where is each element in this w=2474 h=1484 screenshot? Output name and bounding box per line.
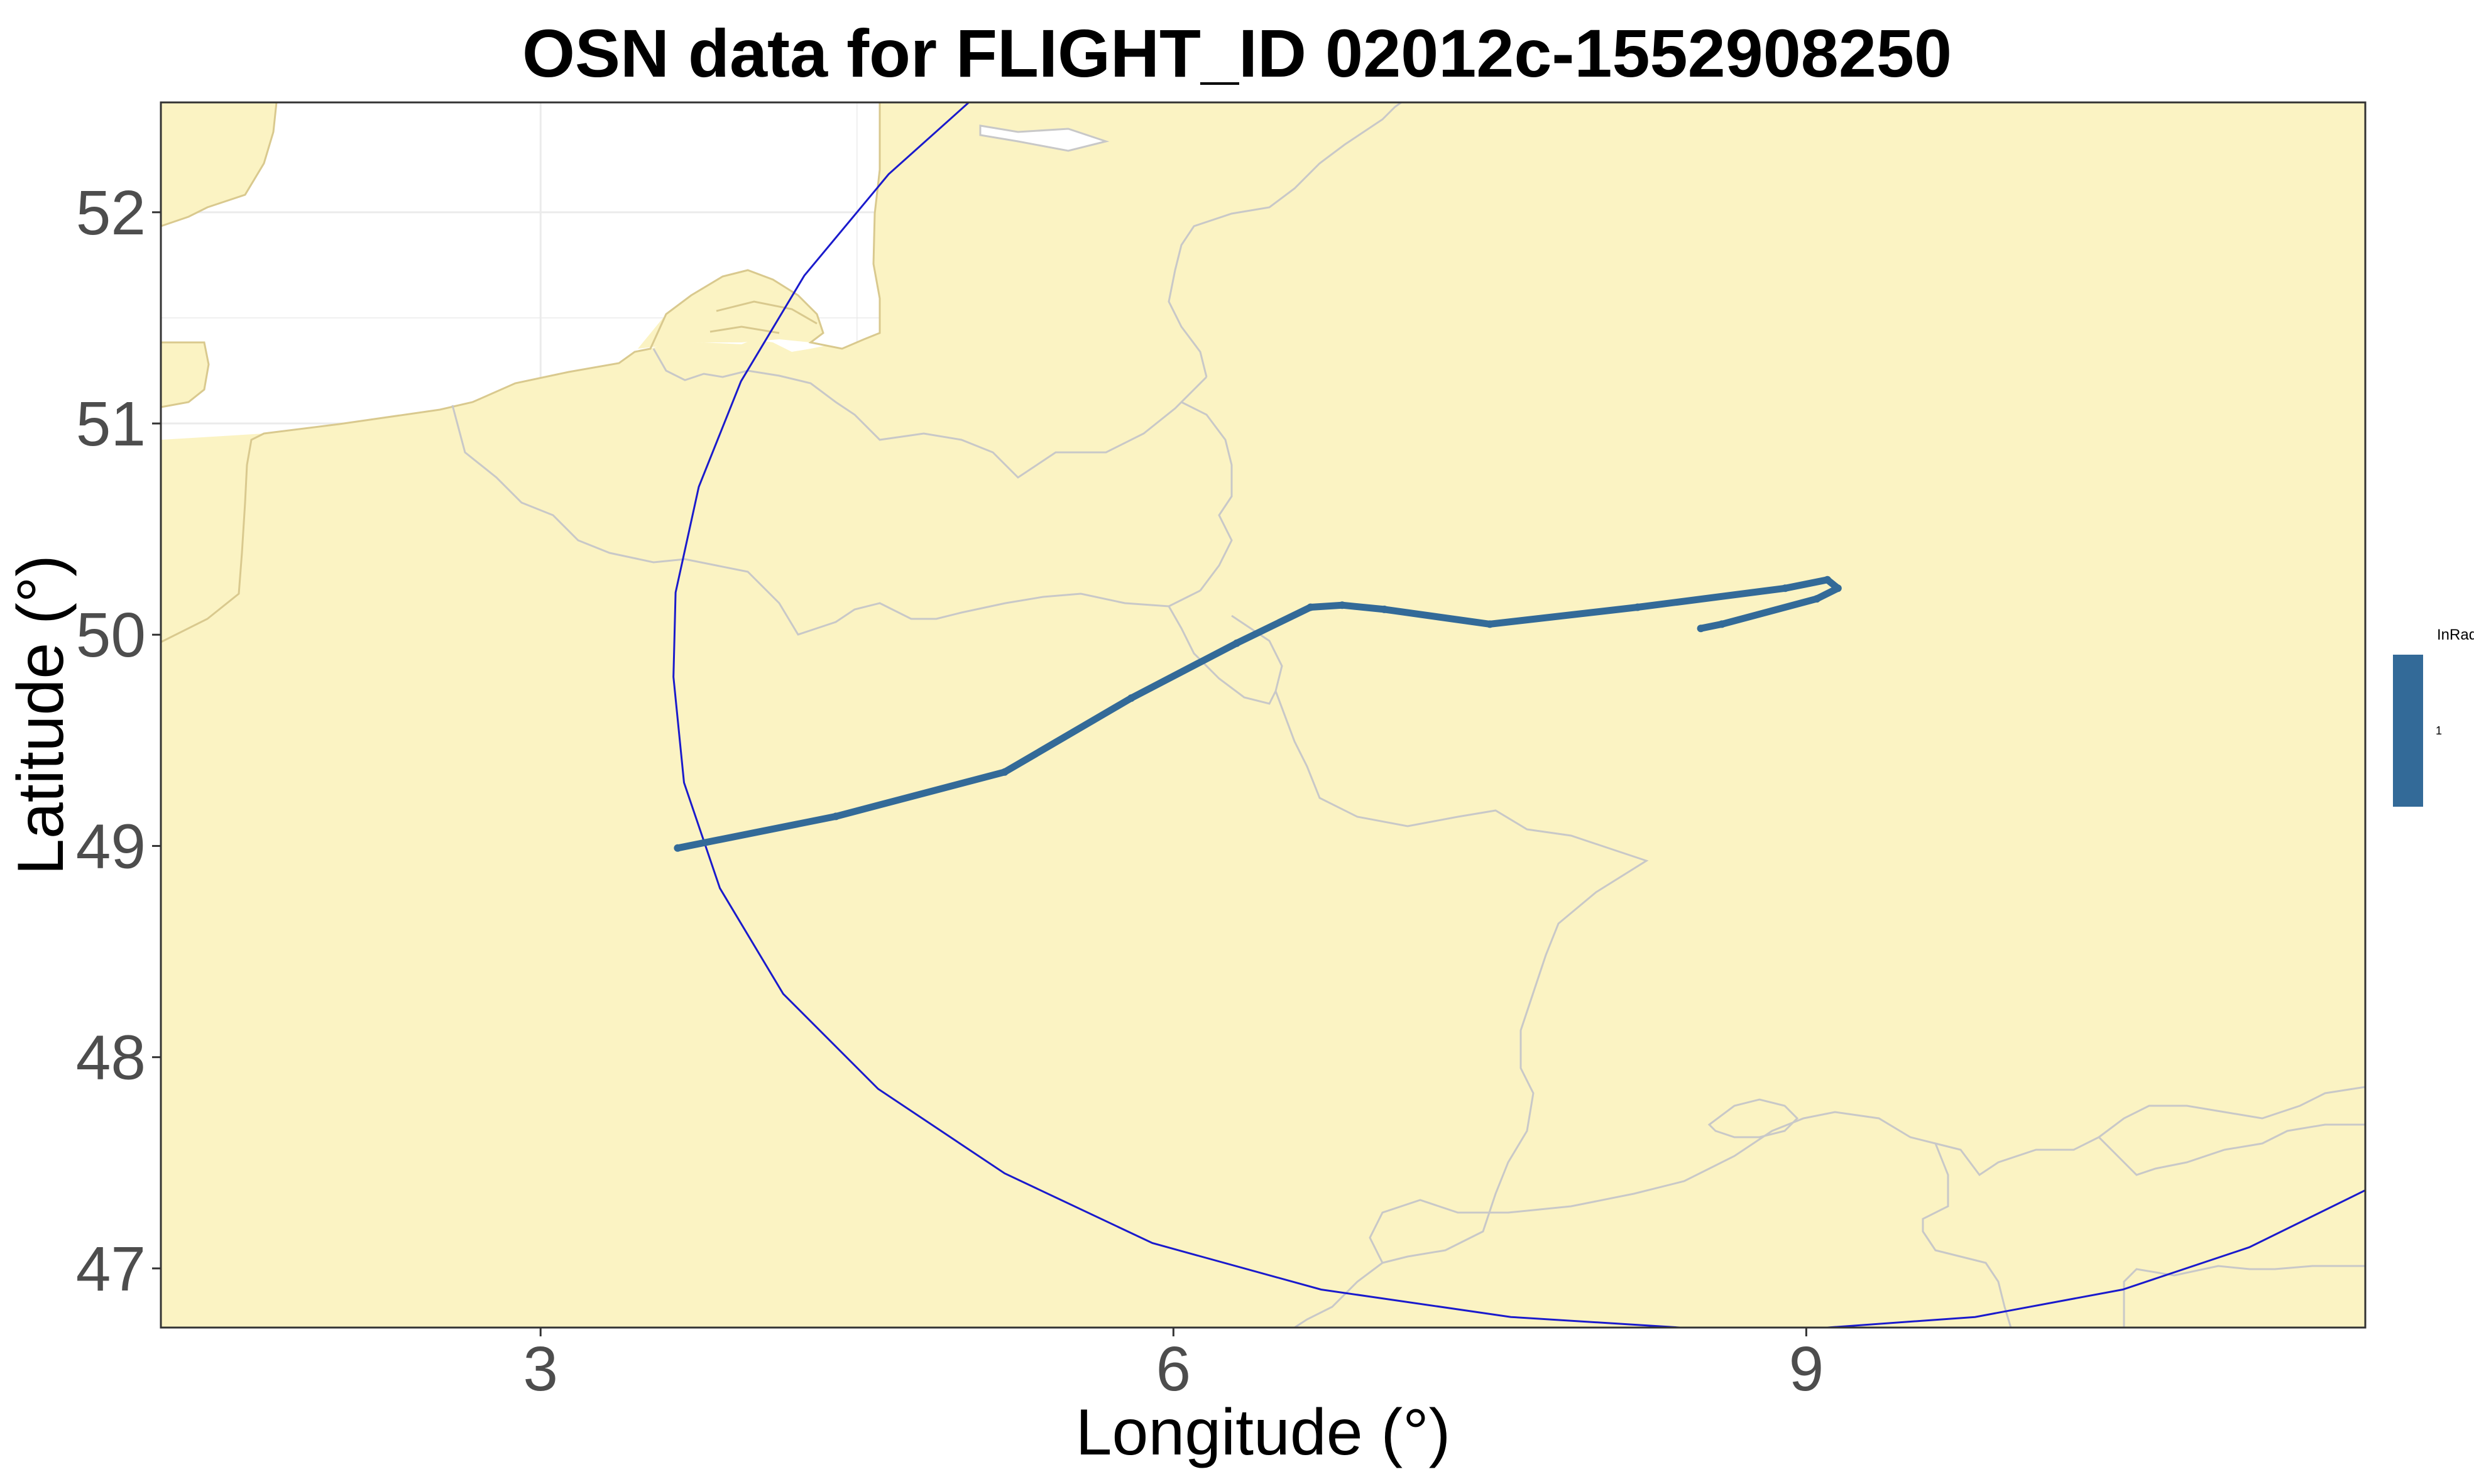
flight-track-point <box>1697 625 1705 633</box>
legend-colorbar <box>2393 655 2423 807</box>
y-tick-label: 52 <box>76 178 146 248</box>
border-luxembourg <box>1168 606 1283 705</box>
land-coast-islands <box>638 270 823 349</box>
flight-track-point <box>1813 595 1821 603</box>
flight-track-point <box>1824 576 1831 584</box>
flight-track-layer <box>672 102 2365 1328</box>
land-layer <box>161 102 2365 1328</box>
x-tick-label: 6 <box>1156 1334 1191 1404</box>
border-france-switzerland <box>1294 1262 1383 1329</box>
coastline-uk-north <box>160 102 278 227</box>
y-tick-label: 50 <box>76 600 146 670</box>
flight-track-point <box>832 812 840 821</box>
coastline-uk-south <box>160 341 210 408</box>
flight-track-point <box>1000 768 1009 776</box>
flight-track-point <box>1127 694 1136 702</box>
flight-track-point <box>1834 584 1842 592</box>
y-axis-title: Latitude (°) <box>4 555 77 875</box>
y-tick-label: 49 <box>76 811 146 881</box>
flight-track-line <box>674 576 1842 852</box>
border-germany-switzerland <box>1369 1111 2365 1263</box>
flight-track-point <box>1233 639 1240 647</box>
land-mainland <box>161 102 2365 1328</box>
border-lake <box>1707 1098 1799 1138</box>
flight-track-point <box>1633 603 1641 611</box>
track-group <box>672 102 2365 1328</box>
border-netherlands-germany <box>1168 101 1402 378</box>
x-axis-title: Longitude (°) <box>1076 1396 1451 1469</box>
coastline-continent <box>160 102 881 643</box>
border-france-germany <box>1274 690 1649 1264</box>
page-title: OSN data for FLIGHT_ID 02012c-1552908250 <box>522 15 1952 91</box>
land-uk-south <box>161 342 209 407</box>
river-inlet-north <box>979 124 1110 152</box>
border-belgium-germany <box>1181 401 1233 591</box>
plot-border <box>160 101 2367 1329</box>
axes: 3 6 9 47 48 49 50 51 52 <box>76 178 1824 1404</box>
estuary-inlet <box>709 300 818 334</box>
flight-track-point <box>1486 620 1494 628</box>
x-tick-label: 3 <box>523 1334 558 1404</box>
land-uk-north <box>161 102 276 226</box>
country-borders <box>451 101 2366 1329</box>
coastlines <box>160 102 1110 643</box>
border-belgium-netherlands <box>652 348 1208 479</box>
land-france-west <box>161 424 339 642</box>
legend-title: InRadius <box>2437 626 2474 643</box>
x-tick-label: 9 <box>1789 1334 1824 1404</box>
flight-track-point <box>1306 603 1315 611</box>
flight-track-point <box>1338 601 1346 609</box>
flight-track-point <box>674 844 682 852</box>
legend: InRadius 1 <box>2393 626 2474 807</box>
flight-track-point <box>1381 605 1388 613</box>
y-tick-label: 51 <box>76 389 146 459</box>
flight-track-point <box>1781 584 1789 592</box>
plot-panel <box>160 101 2366 1329</box>
border-austria-italy <box>2123 1265 2365 1328</box>
y-tick-label: 48 <box>76 1023 146 1093</box>
legend-tick-label: 1 <box>2436 724 2442 737</box>
y-tick-label: 47 <box>76 1234 146 1304</box>
border-switzerland-austria <box>1922 1143 2012 1328</box>
border-germany-austria-east <box>2098 1086 2366 1138</box>
radius-circle <box>672 102 2365 1328</box>
border-france-belgium <box>451 405 1201 636</box>
flight-track-point <box>1718 620 1726 628</box>
